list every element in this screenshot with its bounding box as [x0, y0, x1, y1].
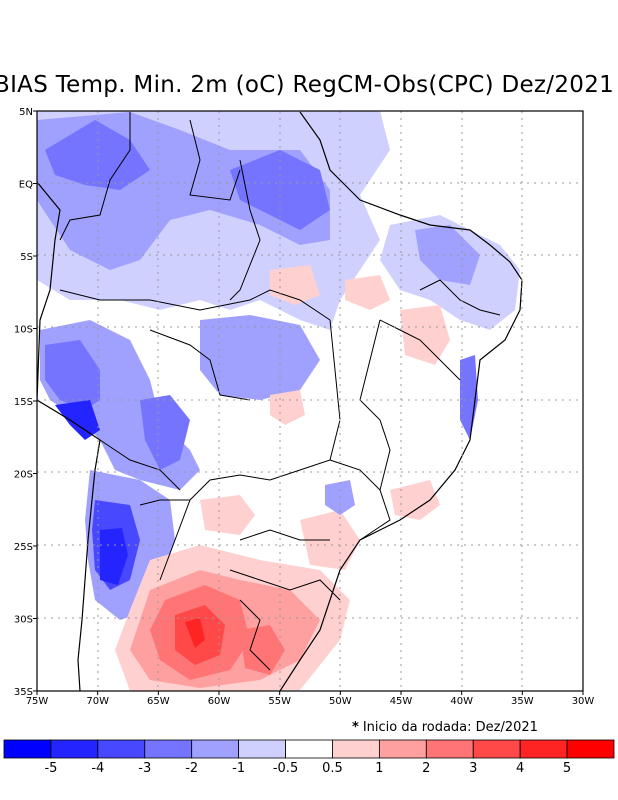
- x-tick-label: 35W: [511, 696, 534, 707]
- bias-region-coastal-peru: [55, 400, 100, 440]
- colorbar-label: -2: [185, 761, 198, 776]
- y-tick-label: 25S: [14, 542, 33, 553]
- bias-region-rs: [240, 625, 285, 675]
- colorbar-label: -1: [232, 761, 245, 776]
- bias-region-west-strong: [45, 340, 100, 410]
- x-tick-label: 45W: [390, 696, 413, 707]
- note-text: Inicio da rodada: Dez/2021: [362, 720, 538, 735]
- colorbar-label: -5: [44, 761, 57, 776]
- x-tick-label: 30W: [572, 696, 595, 707]
- note-star: *: [352, 720, 359, 735]
- colorbar-label: 1: [375, 761, 383, 776]
- colorbar-swatch: [566, 739, 615, 759]
- colorbar-swatch: [144, 739, 193, 759]
- y-tick-label: EQ: [19, 180, 33, 191]
- y-tick-label: 20S: [14, 470, 33, 481]
- x-tick-label: 40W: [450, 696, 473, 707]
- map-title: BIAS Temp. Min. 2m (oC) RegCM-Obs(CPC) D…: [0, 72, 615, 98]
- colorbar-label: 4: [516, 761, 524, 776]
- colorbar-swatch: [50, 739, 99, 759]
- run-note: * Inicio da rodada: Dez/2021: [352, 720, 538, 735]
- colorbar-swatch: [238, 739, 286, 759]
- x-tick-label: 75W: [26, 696, 49, 707]
- colorbar-swatch: [97, 739, 146, 759]
- colorbar-swatch: [332, 739, 380, 759]
- tick-labels: 75W 70W 65W 60W 55W 50W 45W 40W 35W 30W 5N EQ 5S 10S 1…: [14, 107, 594, 707]
- bias-region-ma-red: [345, 275, 390, 310]
- bias-region-go-red: [270, 390, 305, 425]
- political-borders: [59, 112, 501, 671]
- colorbar-label: 5: [563, 761, 571, 776]
- colorbar-swatch: [378, 739, 427, 759]
- colorbar-swatch: [425, 739, 474, 759]
- bias-region-amazon-center: [200, 315, 320, 400]
- colorbar-label: 3: [469, 761, 477, 776]
- y-tick-label: 35S: [14, 687, 33, 698]
- x-tick-label: 70W: [86, 696, 109, 707]
- bias-map: 75W 70W 65W 60W 55W 50W 45W 40W 35W 30W 5N EQ 5S 10S 1…: [14, 107, 594, 707]
- bias-region-pa-red: [270, 265, 320, 305]
- bias-region-ne-red: [400, 305, 450, 365]
- bias-region-mt-red: [200, 495, 255, 535]
- bias-region-andes-peak: [100, 528, 128, 585]
- grid: [37, 111, 583, 691]
- y-tick-label: 5N: [19, 107, 33, 118]
- colorbar-label: 2: [422, 761, 430, 776]
- bias-region-east-coast: [460, 355, 478, 440]
- colorbar-swatch: [3, 739, 52, 759]
- y-tick-label: 5S: [20, 252, 33, 263]
- colorbar-label: -0.5: [273, 761, 298, 776]
- y-tick-label: 15S: [14, 397, 33, 408]
- x-tick-label: 60W: [208, 696, 231, 707]
- colorbar-swatch: [472, 739, 521, 759]
- y-tick-label: 30S: [14, 615, 33, 626]
- bias-region-south-peak: [185, 618, 205, 648]
- x-tick-label: 65W: [147, 696, 170, 707]
- x-tick-label: 55W: [268, 696, 291, 707]
- colorbar-swatch: [519, 739, 568, 759]
- colorbar-swatch: [285, 739, 333, 759]
- colorbar-swatch: [191, 739, 240, 759]
- bias-region-ne-strong: [415, 225, 480, 285]
- colorbar: -5 -4 -3 -2 -1 -0.5 0.5 1 2 3 4 5: [3, 739, 615, 776]
- bias-region-mg-red: [390, 480, 440, 520]
- x-tick-label: 50W: [329, 696, 352, 707]
- colorbar-label: -3: [138, 761, 151, 776]
- tick-marks: [33, 110, 584, 695]
- bias-region-bolivia: [140, 395, 190, 470]
- colorbar-label: -4: [91, 761, 104, 776]
- y-tick-label: 10S: [14, 325, 33, 336]
- colorbar-label: 0.5: [322, 761, 343, 776]
